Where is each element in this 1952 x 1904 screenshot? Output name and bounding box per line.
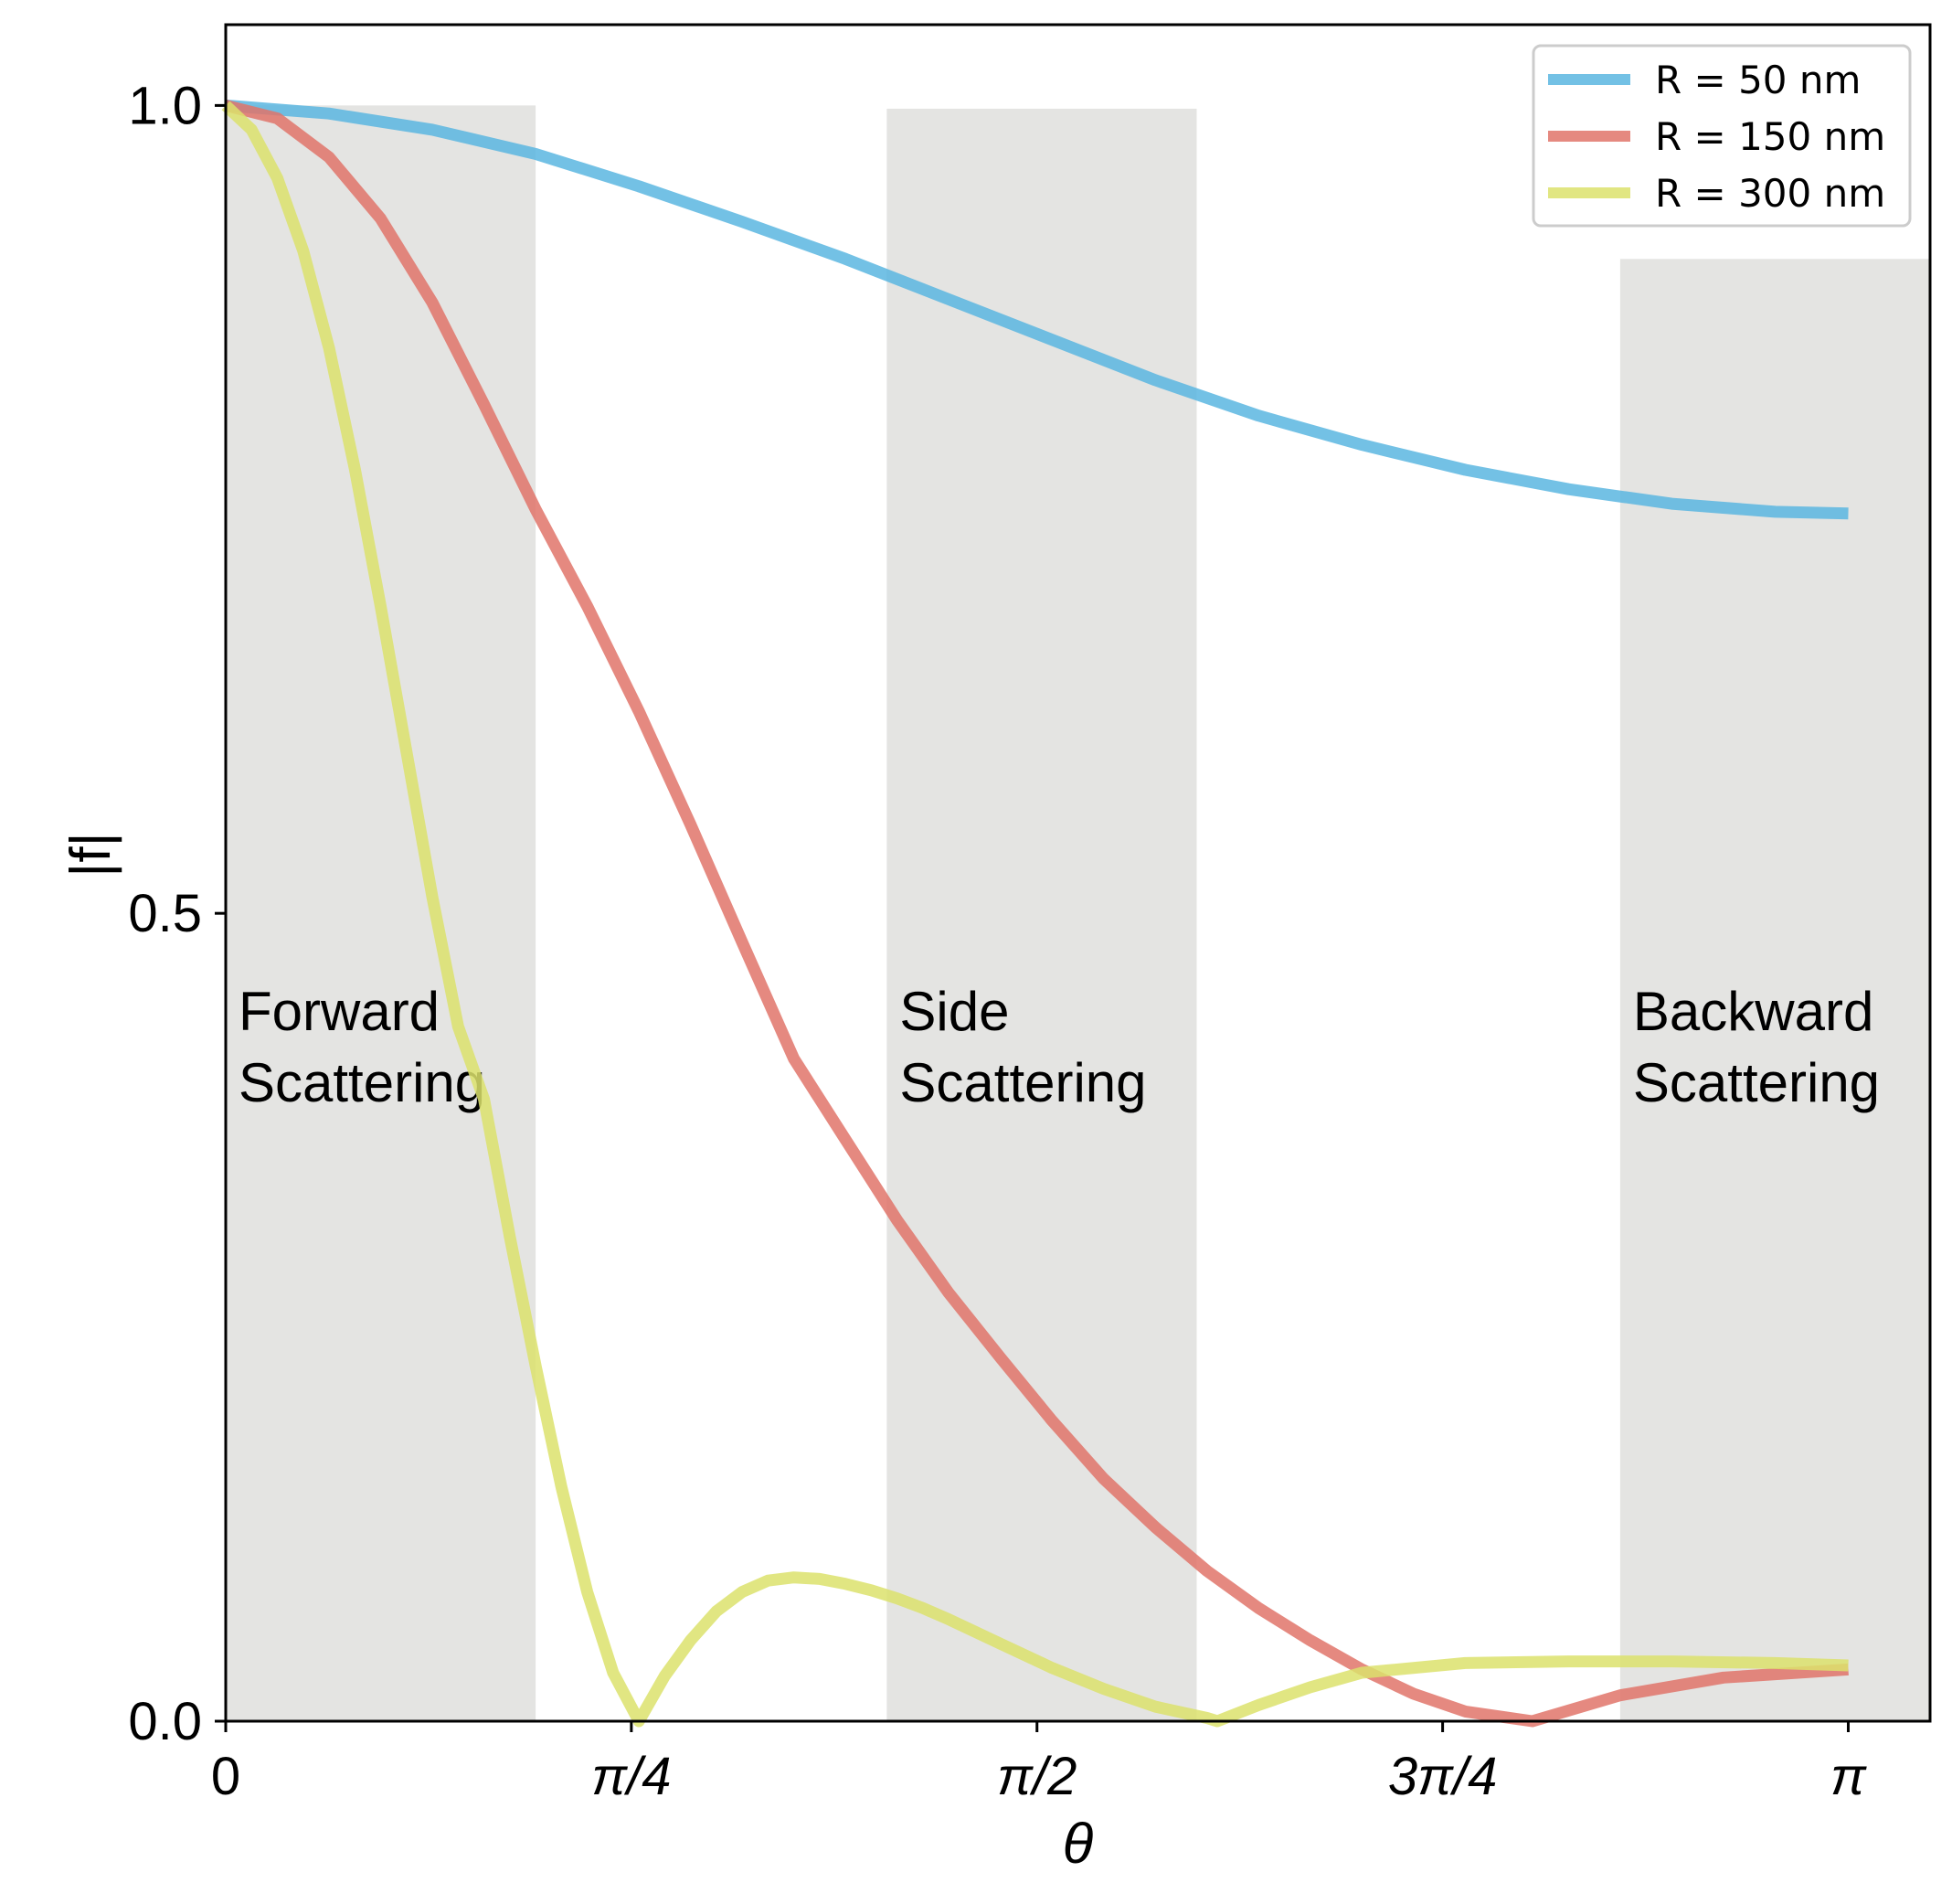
x-tick-label: π/4 bbox=[591, 1747, 671, 1806]
legend-label-0: R = 50 nm bbox=[1655, 58, 1861, 102]
region-label-2: Backward Scattering bbox=[1633, 981, 1880, 1113]
x-tick-label: π bbox=[1830, 1747, 1867, 1806]
series-line-2 bbox=[221, 101, 1849, 1728]
plot-frame bbox=[224, 23, 1932, 1723]
y-tick-label: 0.5 bbox=[128, 884, 202, 943]
region-label-1: Side Scattering bbox=[899, 981, 1146, 1113]
y-tick-label: 1.0 bbox=[128, 76, 202, 135]
region-label-line: Scattering bbox=[1633, 1052, 1880, 1113]
x-tick-label: 0 bbox=[211, 1747, 240, 1806]
axes-layer: 0 π/4 π/2 3π/4 π 0.0 0.5 1.0 bbox=[128, 76, 1867, 1806]
series-line-1 bbox=[224, 100, 1849, 1728]
region-label-line: Scattering bbox=[239, 1052, 485, 1113]
region-label-line: Backward bbox=[1633, 981, 1873, 1042]
legend-items: R = 50 nm R = 150 nm R = 300 nm bbox=[1548, 58, 1885, 216]
region-label-0: Forward Scattering bbox=[239, 981, 485, 1113]
legend-label-1: R = 150 nm bbox=[1655, 114, 1885, 159]
legend-label-2: R = 300 nm bbox=[1655, 171, 1885, 216]
region-label-line: Forward bbox=[239, 981, 440, 1042]
x-tick-label: 3π/4 bbox=[1388, 1747, 1497, 1806]
x-axis-label: θ bbox=[1063, 1813, 1094, 1876]
scattering-region-1 bbox=[886, 108, 1197, 1722]
legend-box bbox=[1532, 44, 1912, 228]
region-label-line: Scattering bbox=[899, 1052, 1146, 1113]
scattering-region-0 bbox=[226, 105, 536, 1721]
series-layer bbox=[221, 99, 1849, 1728]
x-tick-label: π/2 bbox=[997, 1747, 1077, 1806]
series-line-0 bbox=[225, 99, 1849, 520]
y-tick-label: 0.0 bbox=[128, 1692, 202, 1751]
region-labels-layer: Forward Scattering Side Scattering Backward S… bbox=[239, 981, 1880, 1113]
region-label-line: Side bbox=[899, 981, 1009, 1042]
y-axis-label: |f| bbox=[59, 832, 122, 877]
legend: R = 50 nm R = 150 nm R = 300 nm bbox=[1532, 44, 1912, 228]
